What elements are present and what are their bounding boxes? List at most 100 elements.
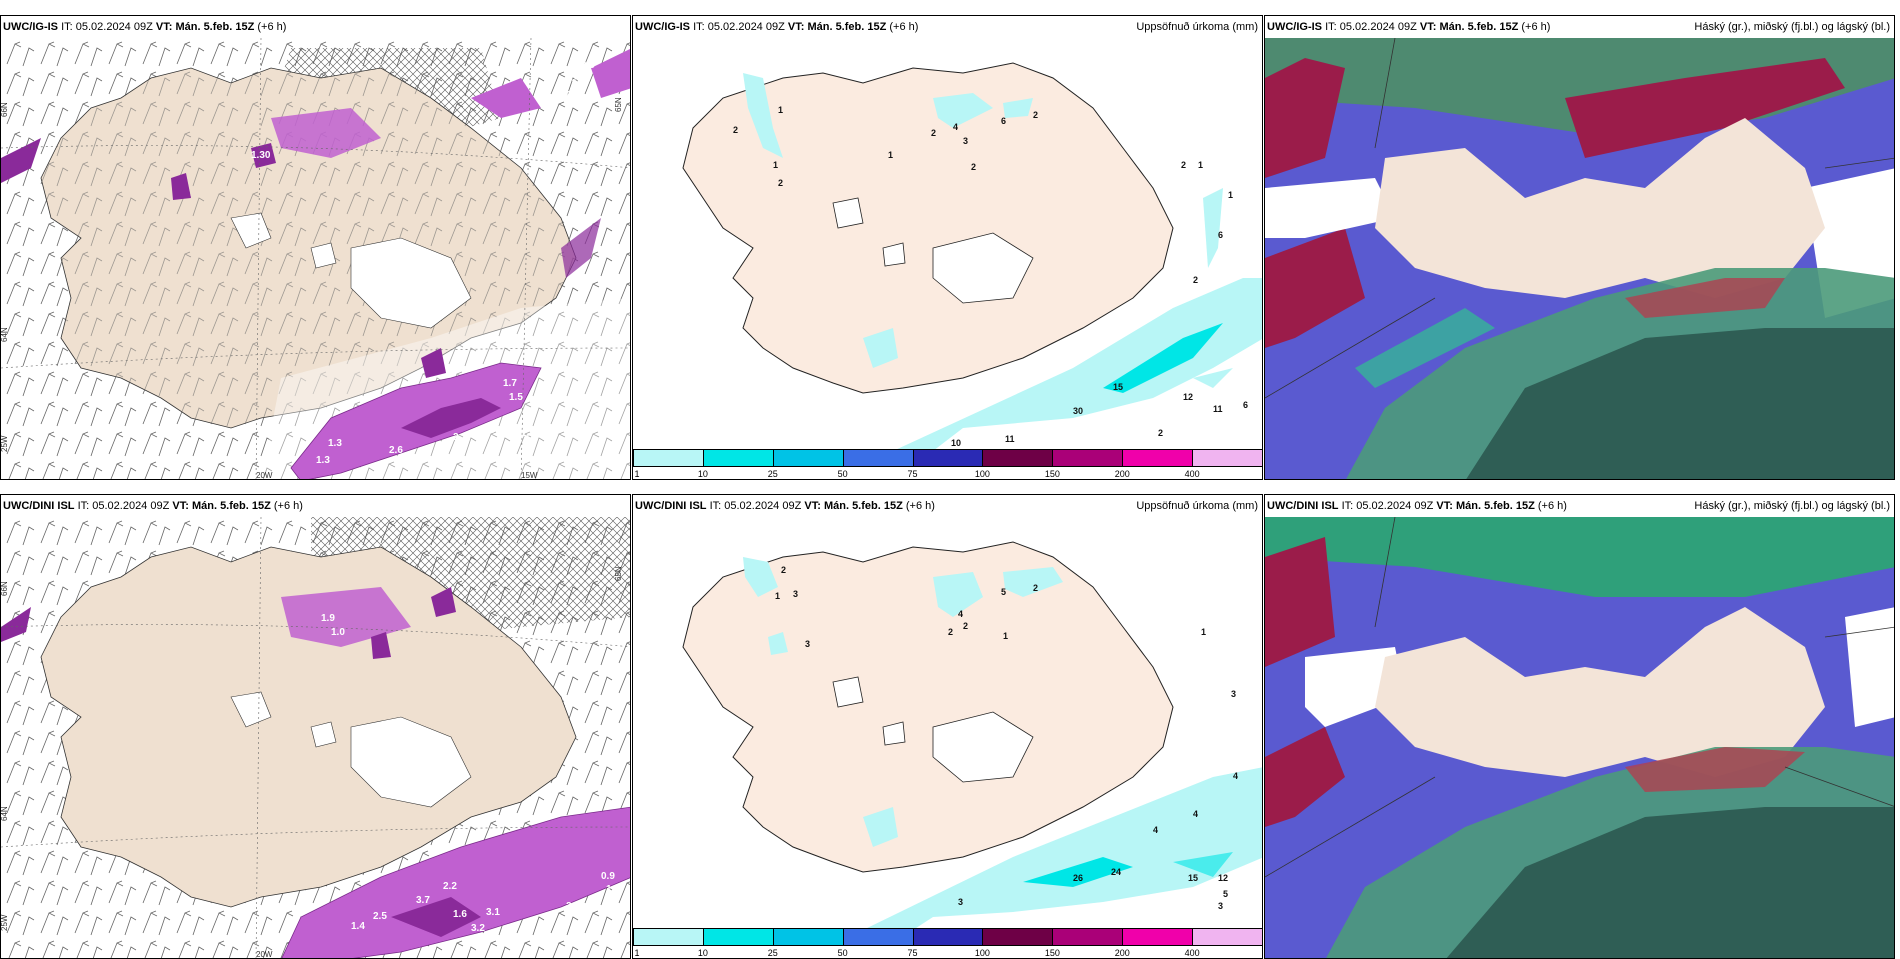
value-label: 3 [1218,901,1223,911]
lead-time: (+6 h) [257,21,287,33]
vt-label: VT: [1436,500,1453,512]
lead-time: (+6 h) [1521,21,1551,33]
colorbar-label: 200 [1114,469,1130,479]
panel-wind-bottom: UWC/DINI ISL IT: 05.02.2024 09Z VT: Mán.… [0,494,631,959]
snow-band [401,398,501,438]
value-label: 1 [775,591,780,601]
precip-area [1003,98,1033,118]
lead-time: (+6 h) [273,500,303,512]
precip-area [1193,368,1233,388]
model-name: UWC/DINI ISL [1267,500,1339,512]
init-time: 05.02.2024 09Z [724,500,802,512]
colorbar-swatch [842,449,914,467]
lat-label: 65N [614,97,623,112]
value-label: 1.9 [321,613,335,624]
init-time: 05.02.2024 09Z [75,21,153,33]
precip-area [863,328,898,368]
value-label: 3 [963,136,968,146]
it-label: IT: [61,21,73,33]
precip-area [893,278,1262,451]
value-label: 2 [971,162,976,172]
glacier [350,716,472,808]
value-label: 10 [951,438,961,448]
lat-label: 64N [1,327,9,342]
precip-area [933,93,993,128]
lead-time: (+6 h) [1537,500,1567,512]
snow-band [271,108,381,158]
value-label: 1.8 [606,884,620,895]
value-label: 1.4 [351,921,365,932]
value-label: 1 [888,150,893,160]
colorbar: 1 10 25 50 75 100 150 200 400 [633,449,1262,479]
colorbar-label: 1 [634,469,640,479]
lat-label: 64N [1,806,9,821]
it-label: IT: [709,500,722,512]
value-label: 1.3 [328,438,342,449]
value-label: 2 [948,627,953,637]
panel-header: UWC/DINI ISL IT: 05.02.2024 09Z VT: Mán.… [1,495,630,517]
model-name: UWC/DINI ISL [635,500,707,512]
value-label: 1.5 [509,392,523,403]
precip-area [863,807,898,847]
init-time: 05.02.2024 09Z [1339,21,1417,33]
value-label: 0.4 [566,90,580,101]
precip-values: 2 3 1 3 4 2 2 5 2 1 1 3 4 4 4 26 24 15 1… [775,565,1238,911]
value-label: 12 [1218,873,1228,883]
colorbar-swatch [912,928,984,946]
lat-label: 66N [1,102,9,117]
value-label: 4 [1193,809,1198,819]
snow-band [471,78,541,118]
panel-header: UWC/IG-IS IT: 05.02.2024 09Z VT: Mán. 5.… [1,16,630,38]
panel-subtitle: Uppsöfnuð úrkoma (mm) [1136,500,1258,512]
panel-subtitle: Háský (gr.), miðský (fj.bl.) og lágský (… [1694,500,1890,512]
valid-time: Mán. 5.feb. 15Z [1439,21,1519,33]
glacier [832,197,864,229]
panel-clouds-bottom: UWC/DINI ISL IT: 05.02.2024 09Z VT: Mán.… [1264,494,1895,959]
snow-band [1,607,31,642]
cloud-layer [1265,517,1894,597]
value-label: 4 [958,609,963,619]
glacier [932,232,1034,304]
value-label: 1.30 [251,150,271,161]
precip-area [743,73,783,158]
it-label: IT: [693,21,705,33]
value-label: 15 [1113,382,1123,392]
colorbar-swatch [1122,928,1194,946]
panel-precip-bottom: UWC/DINI ISL IT: 05.02.2024 09Z VT: Mán.… [632,494,1263,959]
snow-values: 1.7 1.5 2.1 1.3 2.6 1.3 1.7 1.5 0.4 0.9 … [251,60,595,466]
valid-time: Mán. 5.feb. 15Z [175,21,255,33]
snow-band [251,143,276,168]
lon-label: 15W [521,471,538,480]
gridline [520,38,532,479]
valid-time: Mán. 5.feb. 15Z [191,500,271,512]
value-label: 26 [1073,873,1083,883]
vt-label: VT: [155,21,173,33]
value-label: 3 [793,589,798,599]
panel-subtitle: Uppsöfnuð úrkoma (mm) [1136,21,1258,33]
precip-area [1203,188,1223,268]
gridline [1,145,630,169]
glacier [230,212,272,249]
colorbar-swatch [633,928,704,946]
colorbar-label: 50 [837,469,848,479]
value-label: 15 [1188,873,1198,883]
precip-area [933,572,983,617]
lon-label: 25W [1,435,9,452]
value-label: 1 [1003,631,1008,641]
colorbar-label: 150 [1044,469,1060,479]
glacier [932,711,1034,783]
gridline [1265,297,1436,399]
gridline [1265,776,1436,878]
init-time: 05.02.2024 09Z [1356,500,1434,512]
colorbar-label: 25 [767,469,778,479]
clear-sky [1305,647,1405,727]
vt-label: VT: [172,500,189,512]
glacier [310,242,337,269]
value-label: 3 [1231,689,1236,699]
vt-label: VT: [1419,21,1437,33]
colorbar-swatch [1052,928,1124,946]
clear-sky [1265,178,1395,238]
gridline [1824,157,1894,169]
value-label: 2 [1181,160,1186,170]
panel-subtitle: Háský (gr.), miðský (fj.bl.) og lágský (… [1694,21,1890,33]
